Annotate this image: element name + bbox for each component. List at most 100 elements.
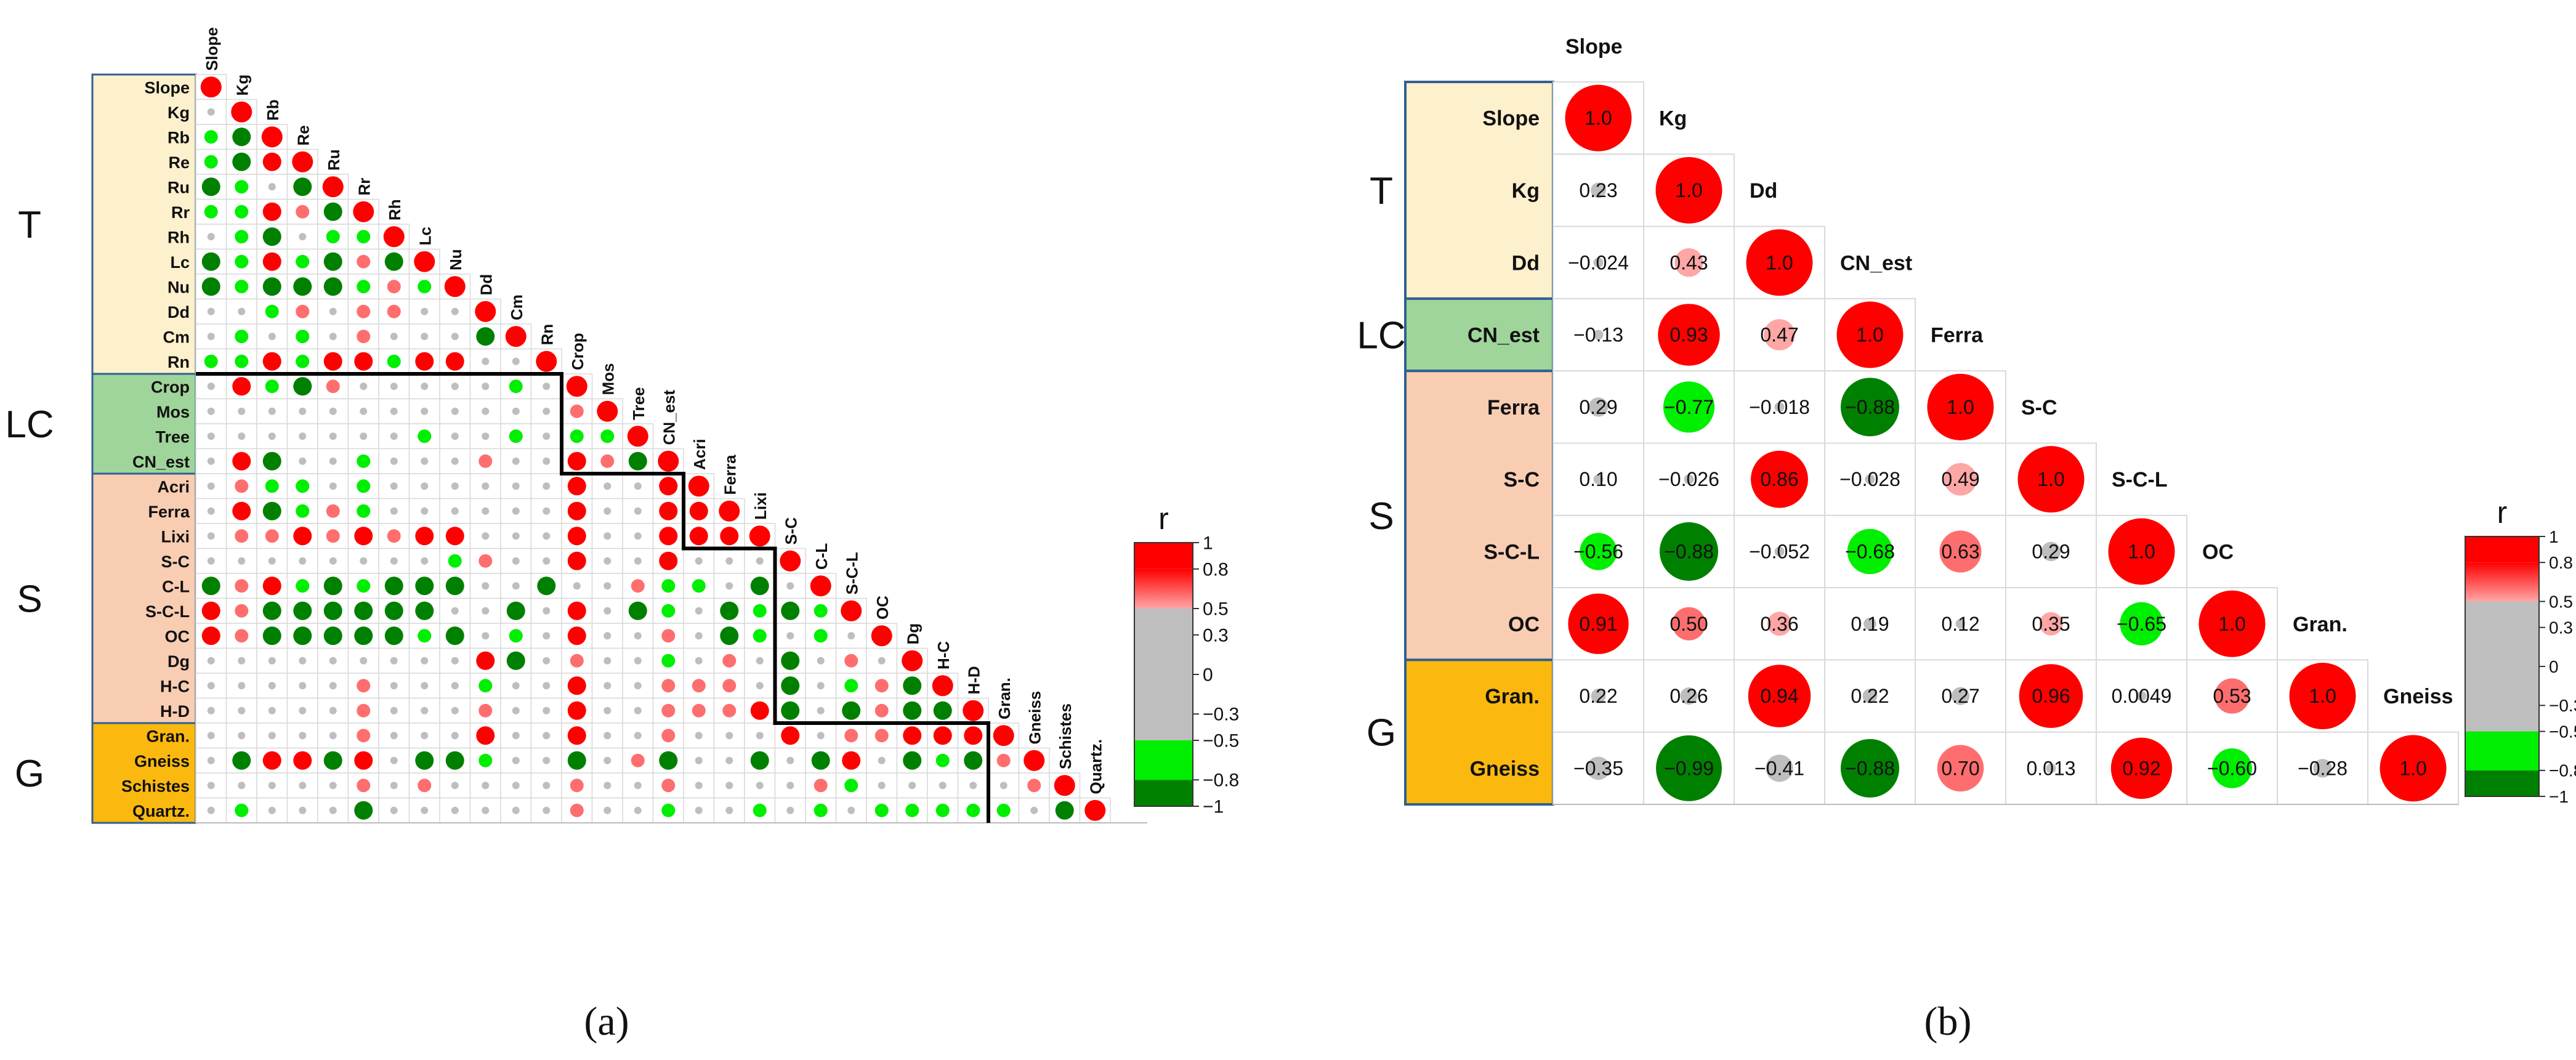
correlation-mark [512, 457, 520, 465]
correlation-mark [1939, 530, 1982, 573]
correlation-mark [725, 557, 733, 565]
correlation-mark [634, 706, 642, 714]
correlation-mark [451, 457, 459, 465]
correlation-mark [390, 756, 398, 764]
correlation-mark [478, 554, 493, 568]
correlation-mark [543, 706, 551, 714]
matrix-cell [561, 772, 593, 799]
correlation-mark [2198, 590, 2266, 657]
correlation-mark [964, 751, 983, 770]
correlation-mark [661, 729, 676, 743]
correlation-mark [354, 527, 373, 546]
correlation-mark [390, 482, 398, 490]
column-label: Crop [568, 333, 587, 370]
correlation-mark [296, 579, 310, 593]
correlation-mark [357, 230, 371, 244]
correlation-mark [207, 507, 215, 515]
correlation-mark [932, 675, 953, 697]
correlation-mark [692, 579, 706, 593]
correlation-mark [390, 682, 398, 690]
correlation-mark [814, 803, 828, 817]
correlation-mark [451, 333, 459, 341]
correlation-mark [1863, 617, 1876, 631]
correlation-mark [390, 706, 398, 714]
correlation-mark [421, 682, 429, 690]
correlation-mark [689, 527, 708, 546]
correlation-mark [695, 657, 703, 665]
correlation-mark [659, 501, 678, 520]
correlation-mark [201, 601, 220, 620]
correlation-mark [1586, 756, 1610, 780]
correlation-mark [478, 454, 493, 468]
correlation-mark [232, 451, 251, 471]
correlation-mark [512, 682, 520, 690]
correlation-mark [567, 527, 586, 546]
correlation-mark [390, 657, 398, 665]
correlation-mark [878, 782, 886, 790]
correlation-mark [658, 450, 679, 472]
correlation-mark [543, 457, 551, 465]
correlation-mark [1774, 546, 1785, 557]
correlation-mark [322, 176, 344, 198]
matrix-cell [500, 747, 532, 774]
correlation-mark [293, 751, 312, 770]
correlation-mark [817, 732, 825, 740]
correlation-mark [847, 806, 855, 814]
column-label: H-C [934, 641, 953, 670]
correlation-mark [451, 657, 459, 665]
legend-band [1134, 740, 1193, 780]
correlation-mark [1862, 689, 1878, 703]
group-band-s [91, 472, 197, 724]
row-label: S-C-L [1484, 540, 1540, 564]
correlation-mark [482, 482, 490, 490]
coefficient-label: 1.0 [2218, 613, 2245, 635]
correlation-mark [512, 407, 520, 415]
legend-tick-label: −0.5 [2549, 722, 2576, 741]
panel-b: T LC S G Slope 1.0 Slope Kg 0.23 1.0 Kg Dd −0.024 0.4… [1357, 35, 2576, 806]
legend-band [1134, 543, 1193, 569]
correlation-mark [810, 575, 831, 597]
correlation-mark [207, 307, 215, 315]
correlation-mark [207, 233, 215, 241]
correlation-mark [512, 357, 520, 365]
correlation-mark [232, 377, 251, 396]
correlation-mark [1580, 533, 1617, 570]
correlation-mark [509, 379, 523, 394]
legend-tick-label: 0 [1203, 665, 1213, 686]
legend-tick-label: −1 [1203, 797, 1224, 817]
correlation-mark [201, 277, 220, 296]
coefficient-label: −0.41 [1754, 757, 1804, 779]
correlation-mark [753, 604, 767, 618]
correlation-mark [207, 482, 215, 490]
correlation-mark [781, 701, 800, 720]
correlation-mark [543, 532, 551, 540]
correlation-mark [296, 330, 310, 344]
coefficient-label: −0.77 [1664, 396, 1714, 418]
legend-tick-label: 0.8 [2549, 553, 2573, 572]
correlation-mark [387, 304, 401, 318]
correlation-mark [418, 779, 432, 793]
correlation-mark [357, 454, 371, 468]
correlation-mark [908, 782, 916, 790]
correlation-mark [482, 432, 490, 440]
correlation-mark [661, 604, 676, 618]
correlation-mark [543, 482, 551, 490]
row-label: Ferra [1487, 396, 1540, 419]
coefficient-label: 0.43 [1670, 251, 1708, 273]
coefficient-label: 0.50 [1670, 613, 1708, 635]
correlation-mark [600, 454, 615, 468]
column-label: Lc [416, 227, 434, 245]
correlation-mark [847, 632, 855, 640]
correlation-mark [661, 679, 676, 693]
correlation-mark [235, 180, 249, 194]
coefficient-label: 1.0 [1766, 251, 1793, 273]
coefficient-label: 0.19 [1851, 613, 1889, 635]
correlation-mark [871, 625, 892, 647]
correlation-mark [844, 653, 858, 668]
correlation-mark [1593, 474, 1604, 485]
correlation-mark [567, 601, 586, 620]
correlation-mark [296, 504, 310, 518]
correlation-mark [231, 101, 252, 123]
coefficient-label: −0.68 [1845, 540, 1895, 562]
correlation-mark [1027, 779, 1041, 793]
